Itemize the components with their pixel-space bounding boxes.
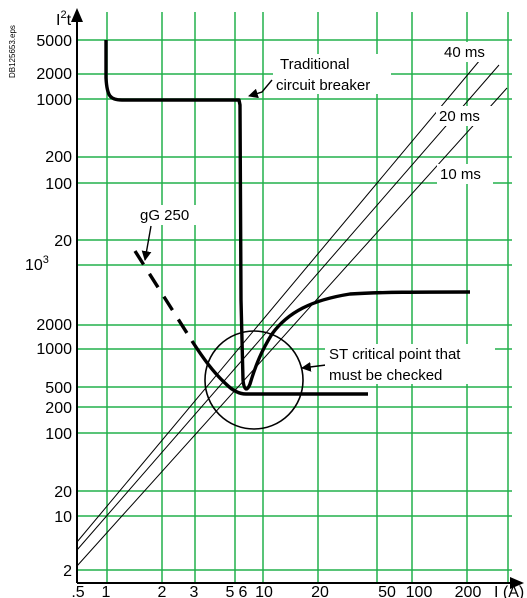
y-axis-title: I2t xyxy=(56,9,72,29)
diagonal-label-40ms: 40 ms xyxy=(444,44,485,61)
breaker-label: Traditional xyxy=(280,56,349,73)
critical-label-arrow xyxy=(301,362,327,372)
x-tick-label: 50 xyxy=(378,584,396,598)
series-line-gg250-dashed xyxy=(133,250,194,342)
x-tick-label: 6 xyxy=(239,584,248,598)
y-tick-label: 20 xyxy=(54,233,72,250)
breaker-label-arrow xyxy=(248,79,273,99)
y-tick-label: 200 xyxy=(45,400,72,417)
y-tick-label: 2000 xyxy=(36,66,72,83)
breaker-label-2: circuit breaker xyxy=(276,77,370,94)
x-tick-label: 2 xyxy=(158,584,167,598)
y-tick-label: 200 xyxy=(45,149,72,166)
x-axis-arrow xyxy=(510,577,524,589)
y-tick-label: 20 xyxy=(54,484,72,501)
y-tick-labels: 5000 2000 1000 200 100 20 2000 1000 500 200 100 20 1… xyxy=(36,33,72,580)
x-tick-label: 10 xyxy=(255,584,273,598)
critical-point-circle xyxy=(204,330,304,430)
x-tick-label: 20 xyxy=(311,584,329,598)
critical-point-label: ST critical point that xyxy=(329,346,461,363)
series-line-circuit-breaker xyxy=(104,40,471,391)
x-tick-label: 3 xyxy=(190,584,199,598)
x-tick-label: 200 xyxy=(455,584,482,598)
diagonal-line xyxy=(76,59,481,543)
x-axis-title: I (A) xyxy=(494,584,524,598)
y-axis-arrow xyxy=(71,8,83,22)
series-line-gg250 xyxy=(190,340,368,396)
x-tick-label: .5 xyxy=(71,584,84,598)
side-label: DB125653.eps xyxy=(8,25,17,78)
y-tick-label: 2000 xyxy=(36,317,72,334)
y-tick-label: 1000 xyxy=(36,92,72,109)
y-tick-label-10e3: 103 xyxy=(25,254,49,274)
diagonal-label-20ms: 20 ms xyxy=(439,108,480,125)
y-tick-label: 100 xyxy=(45,176,72,193)
x-tick-labels: .5 1 2 3 5 6 10 20 50 100 200 xyxy=(71,584,481,598)
x-tick-label: 100 xyxy=(406,584,433,598)
critical-point-label-2: must be checked xyxy=(329,367,442,384)
y-tick-label: 1000 xyxy=(36,341,72,358)
diagonal-line xyxy=(76,87,508,567)
diagonal-lines xyxy=(76,59,508,567)
y-tick-label: 5000 xyxy=(36,33,72,50)
grid xyxy=(76,12,512,583)
fuse-label-arrow xyxy=(141,225,152,261)
x-tick-label: 5 xyxy=(226,584,235,598)
diagonal-line xyxy=(76,64,500,551)
y-tick-label: 500 xyxy=(45,380,72,397)
diagonal-label-10ms: 10 ms xyxy=(440,166,481,183)
y-tick-label: 100 xyxy=(45,426,72,443)
y-tick-label: 2 xyxy=(63,563,72,580)
fuse-label: gG 250 xyxy=(140,207,189,224)
y-tick-label: 10 xyxy=(54,509,72,526)
x-tick-label: 1 xyxy=(102,584,111,598)
